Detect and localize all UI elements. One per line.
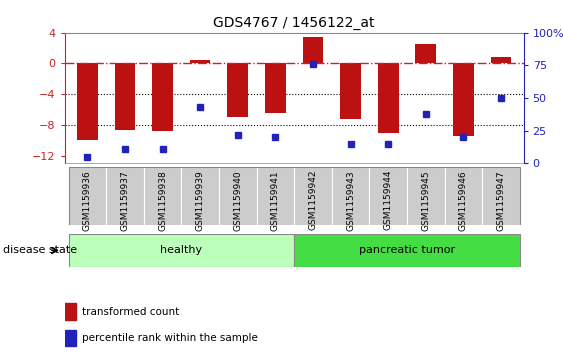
Bar bbox=[152, 64, 173, 131]
Text: disease state: disease state bbox=[3, 245, 77, 256]
Bar bbox=[340, 64, 361, 119]
Bar bbox=[65, 303, 76, 320]
Bar bbox=[144, 167, 181, 225]
Bar bbox=[65, 330, 76, 346]
Bar bbox=[378, 64, 399, 132]
Bar bbox=[190, 60, 211, 64]
Bar bbox=[77, 64, 97, 140]
Text: GSM1159942: GSM1159942 bbox=[309, 170, 318, 231]
Text: GSM1159941: GSM1159941 bbox=[271, 170, 280, 231]
Bar bbox=[219, 167, 257, 225]
Text: transformed count: transformed count bbox=[82, 307, 179, 317]
Text: percentile rank within the sample: percentile rank within the sample bbox=[82, 333, 257, 343]
Bar bbox=[491, 57, 511, 64]
Text: GSM1159938: GSM1159938 bbox=[158, 170, 167, 231]
Bar bbox=[332, 167, 369, 225]
Bar bbox=[294, 234, 520, 267]
Bar bbox=[482, 167, 520, 225]
Text: GSM1159940: GSM1159940 bbox=[233, 170, 242, 231]
Text: GSM1159945: GSM1159945 bbox=[421, 170, 430, 231]
Bar bbox=[69, 234, 294, 267]
Bar bbox=[181, 167, 219, 225]
Text: GSM1159946: GSM1159946 bbox=[459, 170, 468, 231]
Bar bbox=[265, 64, 285, 113]
Bar bbox=[445, 167, 482, 225]
Text: GSM1159936: GSM1159936 bbox=[83, 170, 92, 231]
Text: GSM1159943: GSM1159943 bbox=[346, 170, 355, 231]
Text: GSM1159939: GSM1159939 bbox=[195, 170, 204, 231]
Bar bbox=[369, 167, 407, 225]
Text: pancreatic tumor: pancreatic tumor bbox=[359, 245, 455, 256]
Bar bbox=[415, 44, 436, 64]
Text: GSM1159937: GSM1159937 bbox=[120, 170, 129, 231]
Bar bbox=[303, 37, 323, 64]
Bar bbox=[407, 167, 445, 225]
Bar bbox=[106, 167, 144, 225]
Bar bbox=[115, 64, 135, 130]
Title: GDS4767 / 1456122_at: GDS4767 / 1456122_at bbox=[213, 16, 375, 30]
Bar bbox=[257, 167, 294, 225]
Text: GSM1159947: GSM1159947 bbox=[497, 170, 506, 231]
Bar bbox=[69, 167, 106, 225]
Text: healthy: healthy bbox=[160, 245, 203, 256]
Bar bbox=[294, 167, 332, 225]
Bar bbox=[227, 64, 248, 117]
Text: GSM1159944: GSM1159944 bbox=[384, 170, 393, 231]
Bar bbox=[453, 64, 473, 136]
